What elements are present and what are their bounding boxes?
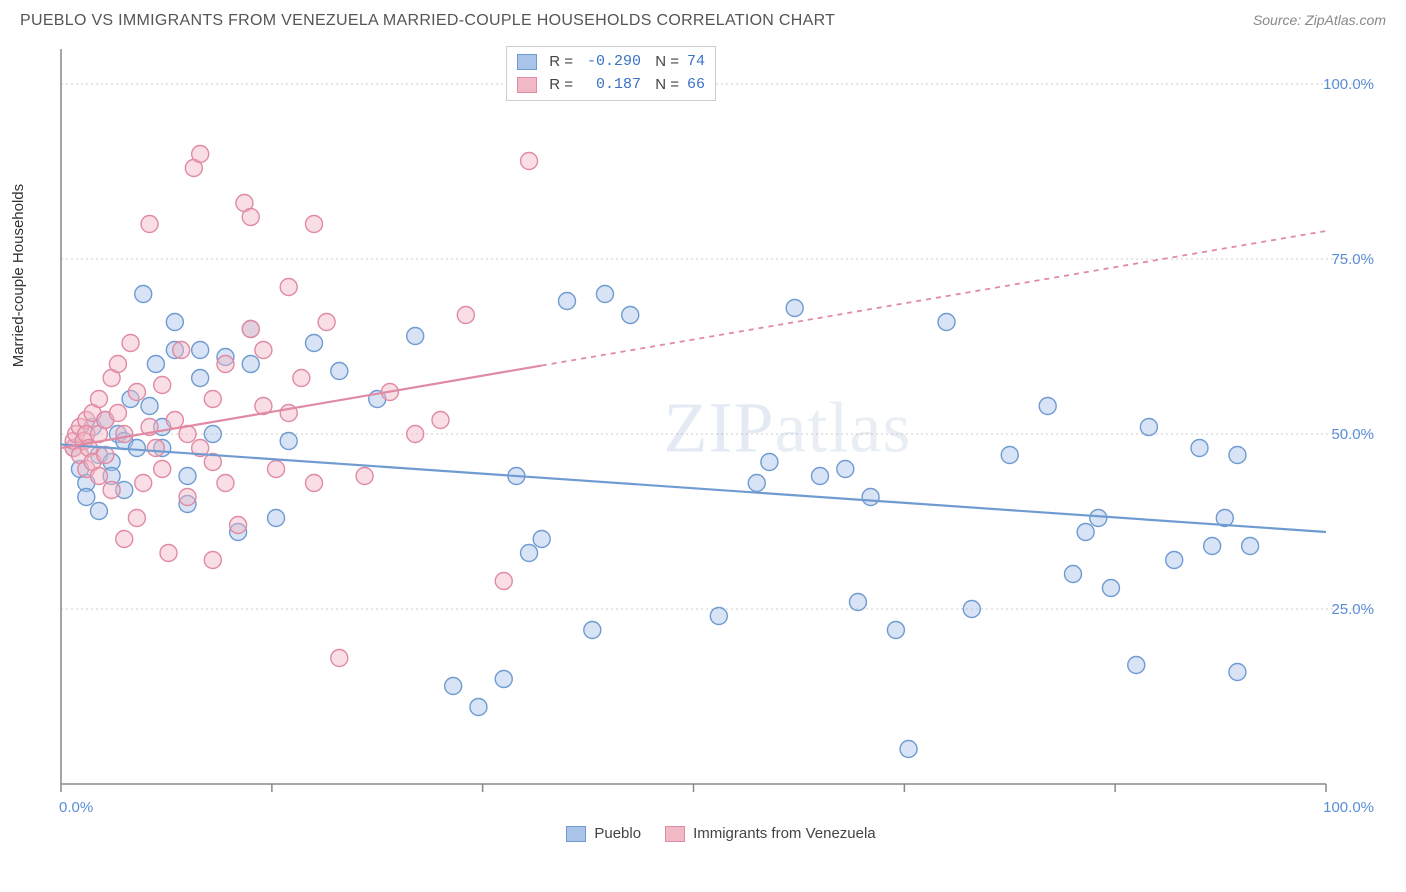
r-label: R = — [545, 74, 573, 97]
legend-item: Immigrants from Venezuela — [665, 825, 876, 842]
n-value: 66 — [687, 74, 705, 97]
correlation-legend: R = -0.290 N = 74 R = 0.187 N = 66 — [506, 46, 716, 101]
svg-text:100.0%: 100.0% — [1323, 76, 1374, 93]
swatch-icon — [665, 826, 685, 842]
svg-text:0.0%: 0.0% — [59, 799, 93, 816]
r-value: -0.290 — [581, 51, 641, 74]
scatter-plot: 25.0%50.0%75.0%100.0%0.0%100.0% ZIPatlas… — [56, 44, 1386, 844]
n-label: N = — [649, 74, 679, 97]
series-legend: Pueblo Immigrants from Venezuela — [56, 825, 1386, 842]
y-axis-label: Married-couple Households — [10, 184, 27, 367]
legend-label: Immigrants from Venezuela — [693, 825, 876, 842]
r-value: 0.187 — [581, 74, 641, 97]
svg-text:75.0%: 75.0% — [1331, 251, 1374, 268]
plot-svg: 25.0% 50.0% 75.0% 100.0% 0.0% 100.0% — [56, 44, 1386, 844]
svg-text:100.0%: 100.0% — [1323, 799, 1374, 816]
n-value: 74 — [687, 51, 705, 74]
legend-row: R = -0.290 N = 74 — [517, 51, 705, 74]
chart-title: PUEBLO VS IMMIGRANTS FROM VENEZUELA MARR… — [20, 12, 835, 30]
chart-container: Married-couple Households 25.0%50.0%75.0… — [20, 44, 1386, 874]
swatch-icon — [517, 54, 537, 70]
n-label: N = — [649, 51, 679, 74]
swatch-icon — [517, 77, 537, 93]
svg-text:50.0%: 50.0% — [1331, 426, 1374, 443]
source-name: ZipAtlas.com — [1305, 12, 1386, 28]
legend-label: Pueblo — [594, 825, 641, 842]
swatch-icon — [566, 826, 586, 842]
source-attribution: Source: ZipAtlas.com — [1253, 12, 1386, 28]
legend-item: Pueblo — [566, 825, 641, 842]
source-prefix: Source: — [1253, 12, 1305, 28]
r-label: R = — [545, 51, 573, 74]
svg-text:25.0%: 25.0% — [1331, 601, 1374, 618]
legend-row: R = 0.187 N = 66 — [517, 74, 705, 97]
